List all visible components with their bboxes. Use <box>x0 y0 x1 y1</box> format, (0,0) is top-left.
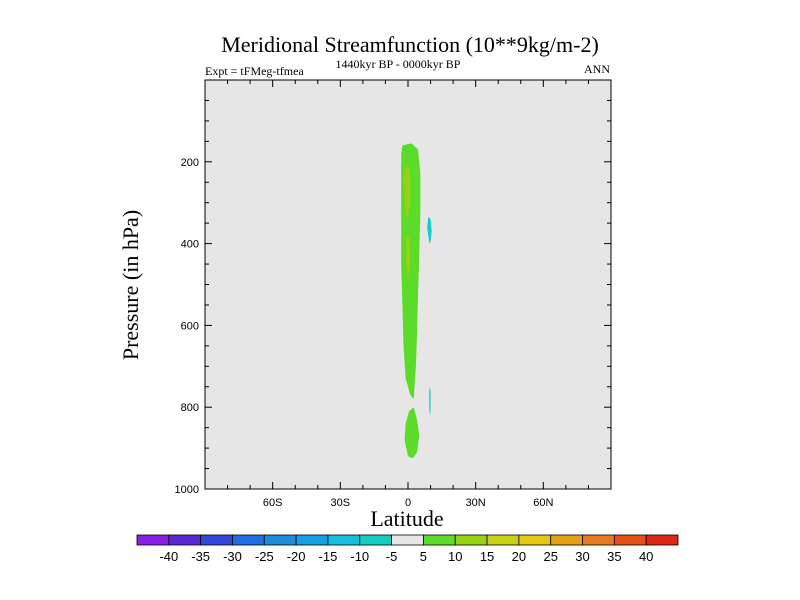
colorbar-swatch <box>582 534 615 546</box>
chart-title: Meridional Streamfunction (10**9kg/m-2) <box>221 32 599 57</box>
colorbar-label: 20 <box>512 549 526 564</box>
y-tick-label: 200 <box>181 157 199 169</box>
contour-region-negative-10-5-lower <box>429 386 431 416</box>
colorbar-label: -5 <box>386 549 398 564</box>
x-axis-label: Latitude <box>370 506 443 531</box>
colorbar-swatch <box>391 534 424 546</box>
colorbar-label: -30 <box>223 549 242 564</box>
colorbar-label: -25 <box>255 549 274 564</box>
colorbar-label: -20 <box>287 549 306 564</box>
y-tick-label: 400 <box>181 239 199 251</box>
colorbar-label: 35 <box>607 549 621 564</box>
x-tick-label: 0 <box>405 497 411 509</box>
colorbar-swatch <box>168 534 202 546</box>
x-tick-label: 60S <box>263 497 283 509</box>
colorbar-swatch <box>645 534 679 546</box>
colorbar-label: 10 <box>448 549 462 564</box>
y-axis-label: Pressure (in hPa) <box>118 210 143 360</box>
colorbar-label: -40 <box>159 549 178 564</box>
experiment-label: Expt = tFMeg-tfmea <box>205 64 304 78</box>
period-label: 1440kyr BP - 0000kyr BP <box>336 57 461 71</box>
x-tick-label: 60N <box>533 497 553 509</box>
x-axis: 60S 30S 0 30N 60N <box>204 80 612 509</box>
colorbar-label: 30 <box>575 549 589 564</box>
colorbar-label: -15 <box>319 549 338 564</box>
colorbar-swatch <box>263 534 297 546</box>
colorbar-label: 25 <box>543 549 557 564</box>
contour-region-negative-10-5-upper <box>427 217 432 244</box>
season-label: ANN <box>584 62 610 76</box>
colorbar-label: 40 <box>639 549 653 564</box>
contour-region-positive-5-10-bottom <box>404 407 420 459</box>
colorbar-swatch <box>423 534 456 546</box>
colorbar-swatch <box>232 534 265 546</box>
colorbar-swatch <box>295 534 329 546</box>
colorbar-swatch <box>327 534 361 546</box>
colorbar-swatch <box>550 534 583 546</box>
colorbar-swatch <box>486 534 520 546</box>
colorbar-label: -35 <box>191 549 210 564</box>
x-tick-label: 30N <box>466 497 486 509</box>
colorbar-swatch <box>136 534 170 546</box>
contour-region-positive-10-15-lower <box>405 233 411 281</box>
colorbar: -40 -35 -30 -25 -20 -15 -10 -5 5 10 15 20 25 30 35 40 <box>136 534 679 564</box>
contour-regions <box>401 143 432 459</box>
y-axis: 200 400 600 800 1000 <box>175 99 611 496</box>
contour-region-positive-10-15-upper <box>403 165 411 217</box>
colorbar-swatch <box>454 534 488 546</box>
colorbar-swatch <box>359 534 392 546</box>
x-tick-label: 30S <box>331 497 351 509</box>
colorbar-swatch <box>200 534 233 546</box>
colorbar-label: -10 <box>350 549 369 564</box>
y-tick-label: 600 <box>181 320 199 332</box>
colorbar-label: 5 <box>420 549 427 564</box>
y-tick-label: 1000 <box>175 484 199 496</box>
colorbar-swatch <box>613 534 647 546</box>
colorbar-label: 15 <box>480 549 494 564</box>
y-tick-label: 800 <box>181 402 199 414</box>
colorbar-swatch <box>518 534 552 546</box>
